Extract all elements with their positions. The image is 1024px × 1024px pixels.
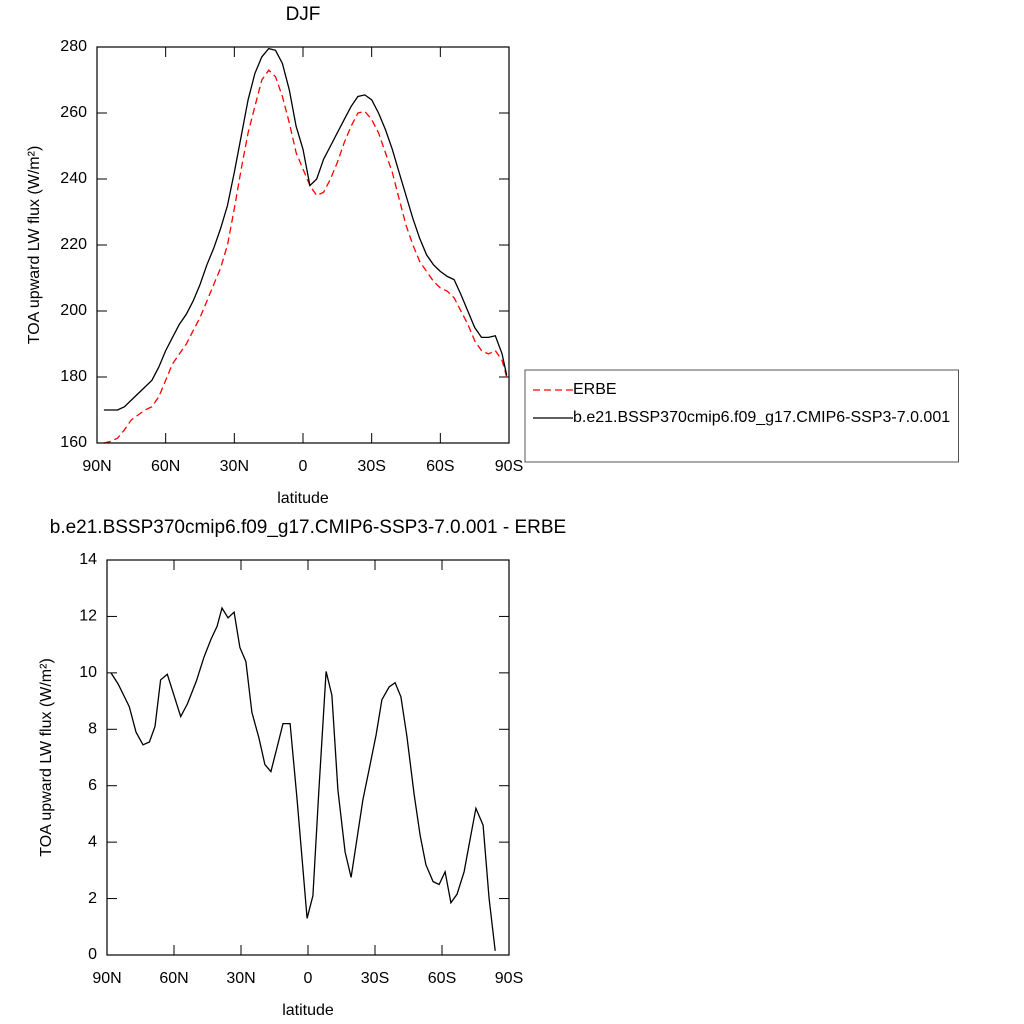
x-tick-label: 60N	[151, 458, 180, 475]
y-tick-label: 12	[79, 608, 97, 625]
y-tick-label: 240	[60, 170, 87, 187]
x-tick-label: 90N	[92, 970, 121, 987]
plot-frame	[96, 46, 510, 444]
y-tick-label: 0	[88, 946, 97, 963]
y-tick-label: 8	[88, 721, 97, 738]
chart-title: DJF	[286, 4, 321, 25]
x-tick-label: 0	[304, 970, 313, 987]
y-tick-label: 180	[60, 368, 87, 385]
y-tick-label: 4	[88, 833, 97, 850]
y-tick-label: 260	[60, 104, 87, 121]
legend-label: ERBE	[573, 381, 617, 398]
series-line	[110, 606, 496, 951]
y-tick-label: 10	[79, 664, 97, 681]
x-tick-label: 90S	[495, 458, 523, 475]
y-tick-label: 280	[60, 38, 87, 55]
legend-label: b.e21.BSSP370cmip6.f09_g17.CMIP6-SSP3-7.…	[573, 409, 950, 426]
y-tick-label: 200	[60, 302, 87, 319]
y-tick-label: 6	[88, 777, 97, 794]
series-line	[103, 69, 508, 444]
x-tick-label: 90S	[495, 970, 523, 987]
y-tick-label: 14	[79, 551, 97, 568]
x-tick-label: 60S	[428, 970, 456, 987]
plot-frame	[106, 559, 510, 956]
y-axis-label: TOA upward LW flux (W/m²)	[26, 146, 43, 345]
y-tick-label: 160	[60, 434, 87, 451]
x-tick-label: 30S	[361, 970, 389, 987]
x-tick-label: 30N	[226, 970, 255, 987]
series-line	[103, 47, 508, 411]
y-tick-label: 2	[88, 890, 97, 907]
x-tick-label: 60S	[426, 458, 454, 475]
y-tick-label: 220	[60, 236, 87, 253]
x-tick-label: 90N	[82, 458, 111, 475]
x-axis-label: latitude	[282, 1002, 334, 1019]
chart-title: b.e21.BSSP370cmip6.f09_g17.CMIP6-SSP3-7.…	[50, 517, 566, 538]
x-tick-label: 60N	[159, 970, 188, 987]
x-tick-label: 0	[299, 458, 308, 475]
y-axis-label: TOA upward LW flux (W/m²)	[38, 658, 55, 857]
x-tick-label: 30N	[220, 458, 249, 475]
legend-box	[524, 369, 959, 463]
x-tick-label: 30S	[357, 458, 385, 475]
x-axis-label: latitude	[277, 490, 329, 507]
